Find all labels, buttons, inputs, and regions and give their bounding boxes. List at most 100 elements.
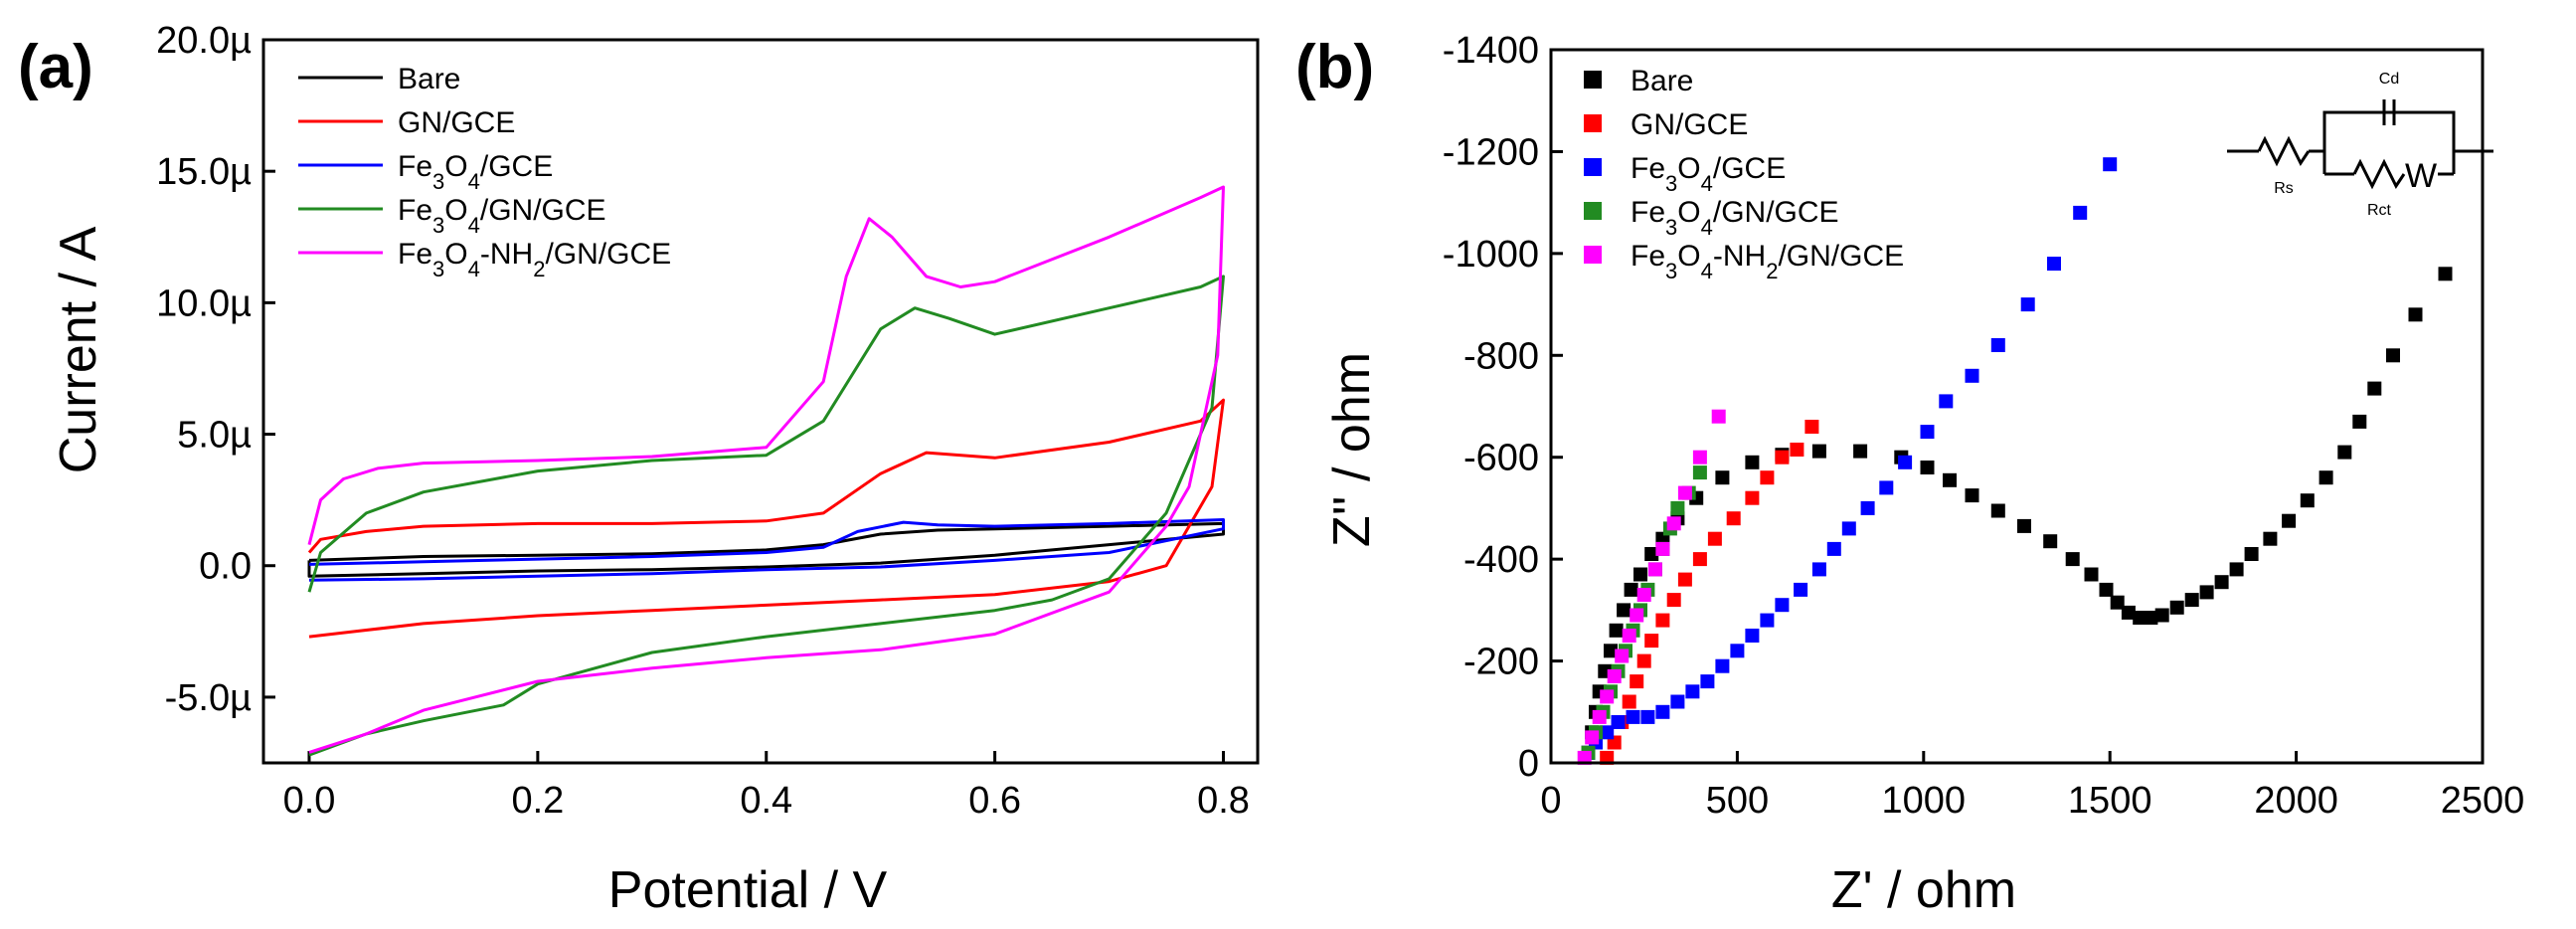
legend-label: GN/GCE	[398, 106, 515, 139]
data-point	[2020, 297, 2035, 312]
data-point	[1879, 480, 1894, 495]
data-point	[1794, 582, 1808, 597]
data-point	[1636, 588, 1651, 602]
data-point	[1692, 552, 1707, 567]
panel-label-b: (b)	[1295, 33, 1374, 101]
circuit-label-w: W	[2405, 157, 2437, 195]
data-point	[2065, 552, 2080, 567]
data-point	[1943, 472, 1957, 487]
y-tick-label-b: -800	[1463, 335, 1539, 377]
y-tick-label-b: -1400	[1443, 30, 1539, 72]
legend-text-part: /GCE	[1713, 152, 1786, 185]
x-tick-label-b: 2000	[2254, 780, 2338, 822]
legend-label: Fe3O4-NH2/GN/GCE	[398, 238, 671, 281]
data-point	[1655, 541, 1670, 556]
data-point	[1585, 730, 1600, 745]
data-point	[1920, 425, 1935, 440]
data-point	[1898, 455, 1913, 469]
data-point	[1677, 485, 1692, 500]
data-point	[1860, 500, 1875, 515]
y-tick-label-a: 20.0µ	[156, 20, 252, 62]
legend-subscript: 3	[1665, 259, 1677, 283]
legend-subscript: 4	[1701, 259, 1713, 283]
legend-subscript: 3	[432, 169, 444, 194]
data-point	[1811, 444, 1826, 459]
legend-text-part: /GN/GCE	[1713, 196, 1839, 229]
data-point	[1611, 715, 1626, 729]
panel-label-a: (a)	[18, 33, 93, 101]
data-point	[2043, 534, 2058, 549]
series-line-fe3o4-gce	[308, 518, 1225, 582]
data-point	[1760, 470, 1775, 485]
data-point	[2144, 611, 2158, 625]
y-tick-label-a: 10.0µ	[156, 282, 252, 324]
plot-frame-b	[1549, 48, 2485, 765]
resistor-rct-icon	[2352, 158, 2406, 190]
data-point	[1730, 644, 1745, 658]
data-point	[1640, 709, 1655, 724]
legend-text-part: O	[1677, 152, 1700, 185]
x-tick-label-a: 0.0	[283, 780, 336, 822]
data-point	[2386, 348, 2400, 363]
data-point	[1990, 338, 2005, 352]
legend-subscript: 4	[1701, 171, 1713, 196]
series-line-fe3o4-gn-gce	[307, 275, 1225, 757]
legend-label: Fe3O4/GN/GCE	[398, 194, 606, 238]
y-tick-label-a: -5.0µ	[165, 677, 252, 719]
data-point	[1666, 593, 1681, 608]
legend-text-part: -NH	[1713, 240, 1766, 273]
legend-subscript: 4	[468, 213, 480, 238]
x-tick-label-a: 0.6	[968, 780, 1021, 822]
data-point	[2084, 567, 2099, 582]
data-point	[1617, 603, 1631, 618]
data-point	[1655, 613, 1670, 628]
x-tick-label-b: 500	[1706, 780, 1769, 822]
data-point	[1939, 394, 1954, 409]
data-point	[1811, 562, 1826, 577]
legend-text-part: Fe	[398, 194, 432, 227]
plot-frame-a	[261, 38, 1260, 765]
data-point	[2438, 267, 2453, 281]
series-points-fe3o4-nh2-gn-gce	[1577, 409, 1726, 765]
data-point	[2154, 608, 2169, 623]
data-point	[2199, 585, 2214, 600]
y-tick-label-b: -200	[1463, 642, 1539, 683]
legend-marker	[1584, 246, 1602, 264]
legend-text-part: O	[444, 238, 467, 271]
circuit-label-rs: Rs	[2274, 180, 2294, 197]
data-point	[1745, 629, 1760, 643]
legend-text-part: Bare	[398, 63, 460, 95]
y-tick-label-b: 0	[1518, 743, 1539, 785]
data-point	[1633, 567, 1647, 582]
data-point	[1607, 668, 1622, 683]
data-point	[2263, 531, 2278, 546]
data-point	[1670, 500, 1685, 515]
x-tick-label-a: 0.4	[740, 780, 792, 822]
data-point	[1655, 704, 1670, 719]
x-tick-label-a: 0.2	[511, 780, 564, 822]
data-point	[2214, 575, 2229, 590]
legend-marker	[1584, 202, 1602, 220]
data-point	[1666, 516, 1681, 531]
legend-text-part: -NH	[480, 238, 533, 271]
data-point	[1726, 511, 1741, 526]
data-point	[2184, 593, 2199, 608]
x-tick-label-a: 0.8	[1197, 780, 1250, 822]
legend-text-part: O	[444, 194, 467, 227]
legend-text-part: Fe	[398, 150, 432, 183]
legend-subscript: 4	[468, 169, 480, 194]
data-point	[1577, 750, 1592, 765]
data-point	[1804, 420, 1819, 434]
legend-subscript: 4	[1701, 215, 1713, 240]
data-point	[1626, 709, 1640, 724]
resistor-rs-icon	[2257, 135, 2311, 167]
y-axis-title-a: Current / A	[50, 226, 107, 473]
data-point	[1615, 649, 1630, 663]
data-point	[2099, 582, 2114, 597]
data-point	[1715, 658, 1730, 673]
circuit-label-cd: Cd	[2379, 71, 2399, 88]
data-point	[1630, 608, 1644, 623]
data-point	[1760, 613, 1775, 628]
data-point	[2169, 600, 2184, 615]
data-point	[1624, 582, 1638, 597]
